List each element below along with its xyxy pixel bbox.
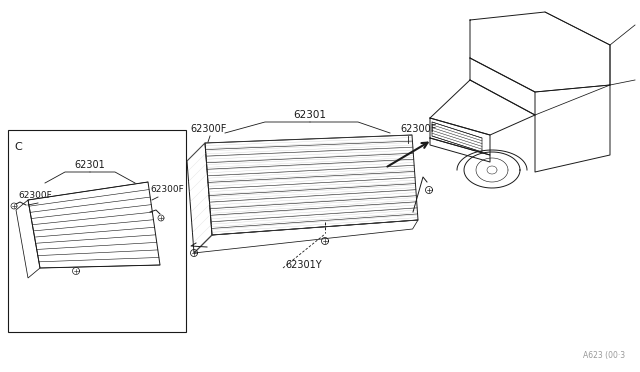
Text: 62300F: 62300F <box>190 124 227 134</box>
Text: 62301: 62301 <box>75 160 106 170</box>
Text: C: C <box>14 142 22 152</box>
Text: 62301: 62301 <box>294 110 326 120</box>
Text: 62300F: 62300F <box>18 191 52 200</box>
Text: 62300F: 62300F <box>150 185 184 194</box>
Text: A623 (00·3: A623 (00·3 <box>583 351 625 360</box>
Text: 62300F: 62300F <box>400 124 436 134</box>
Text: 62301Y: 62301Y <box>285 260 322 270</box>
Bar <box>8 130 186 332</box>
